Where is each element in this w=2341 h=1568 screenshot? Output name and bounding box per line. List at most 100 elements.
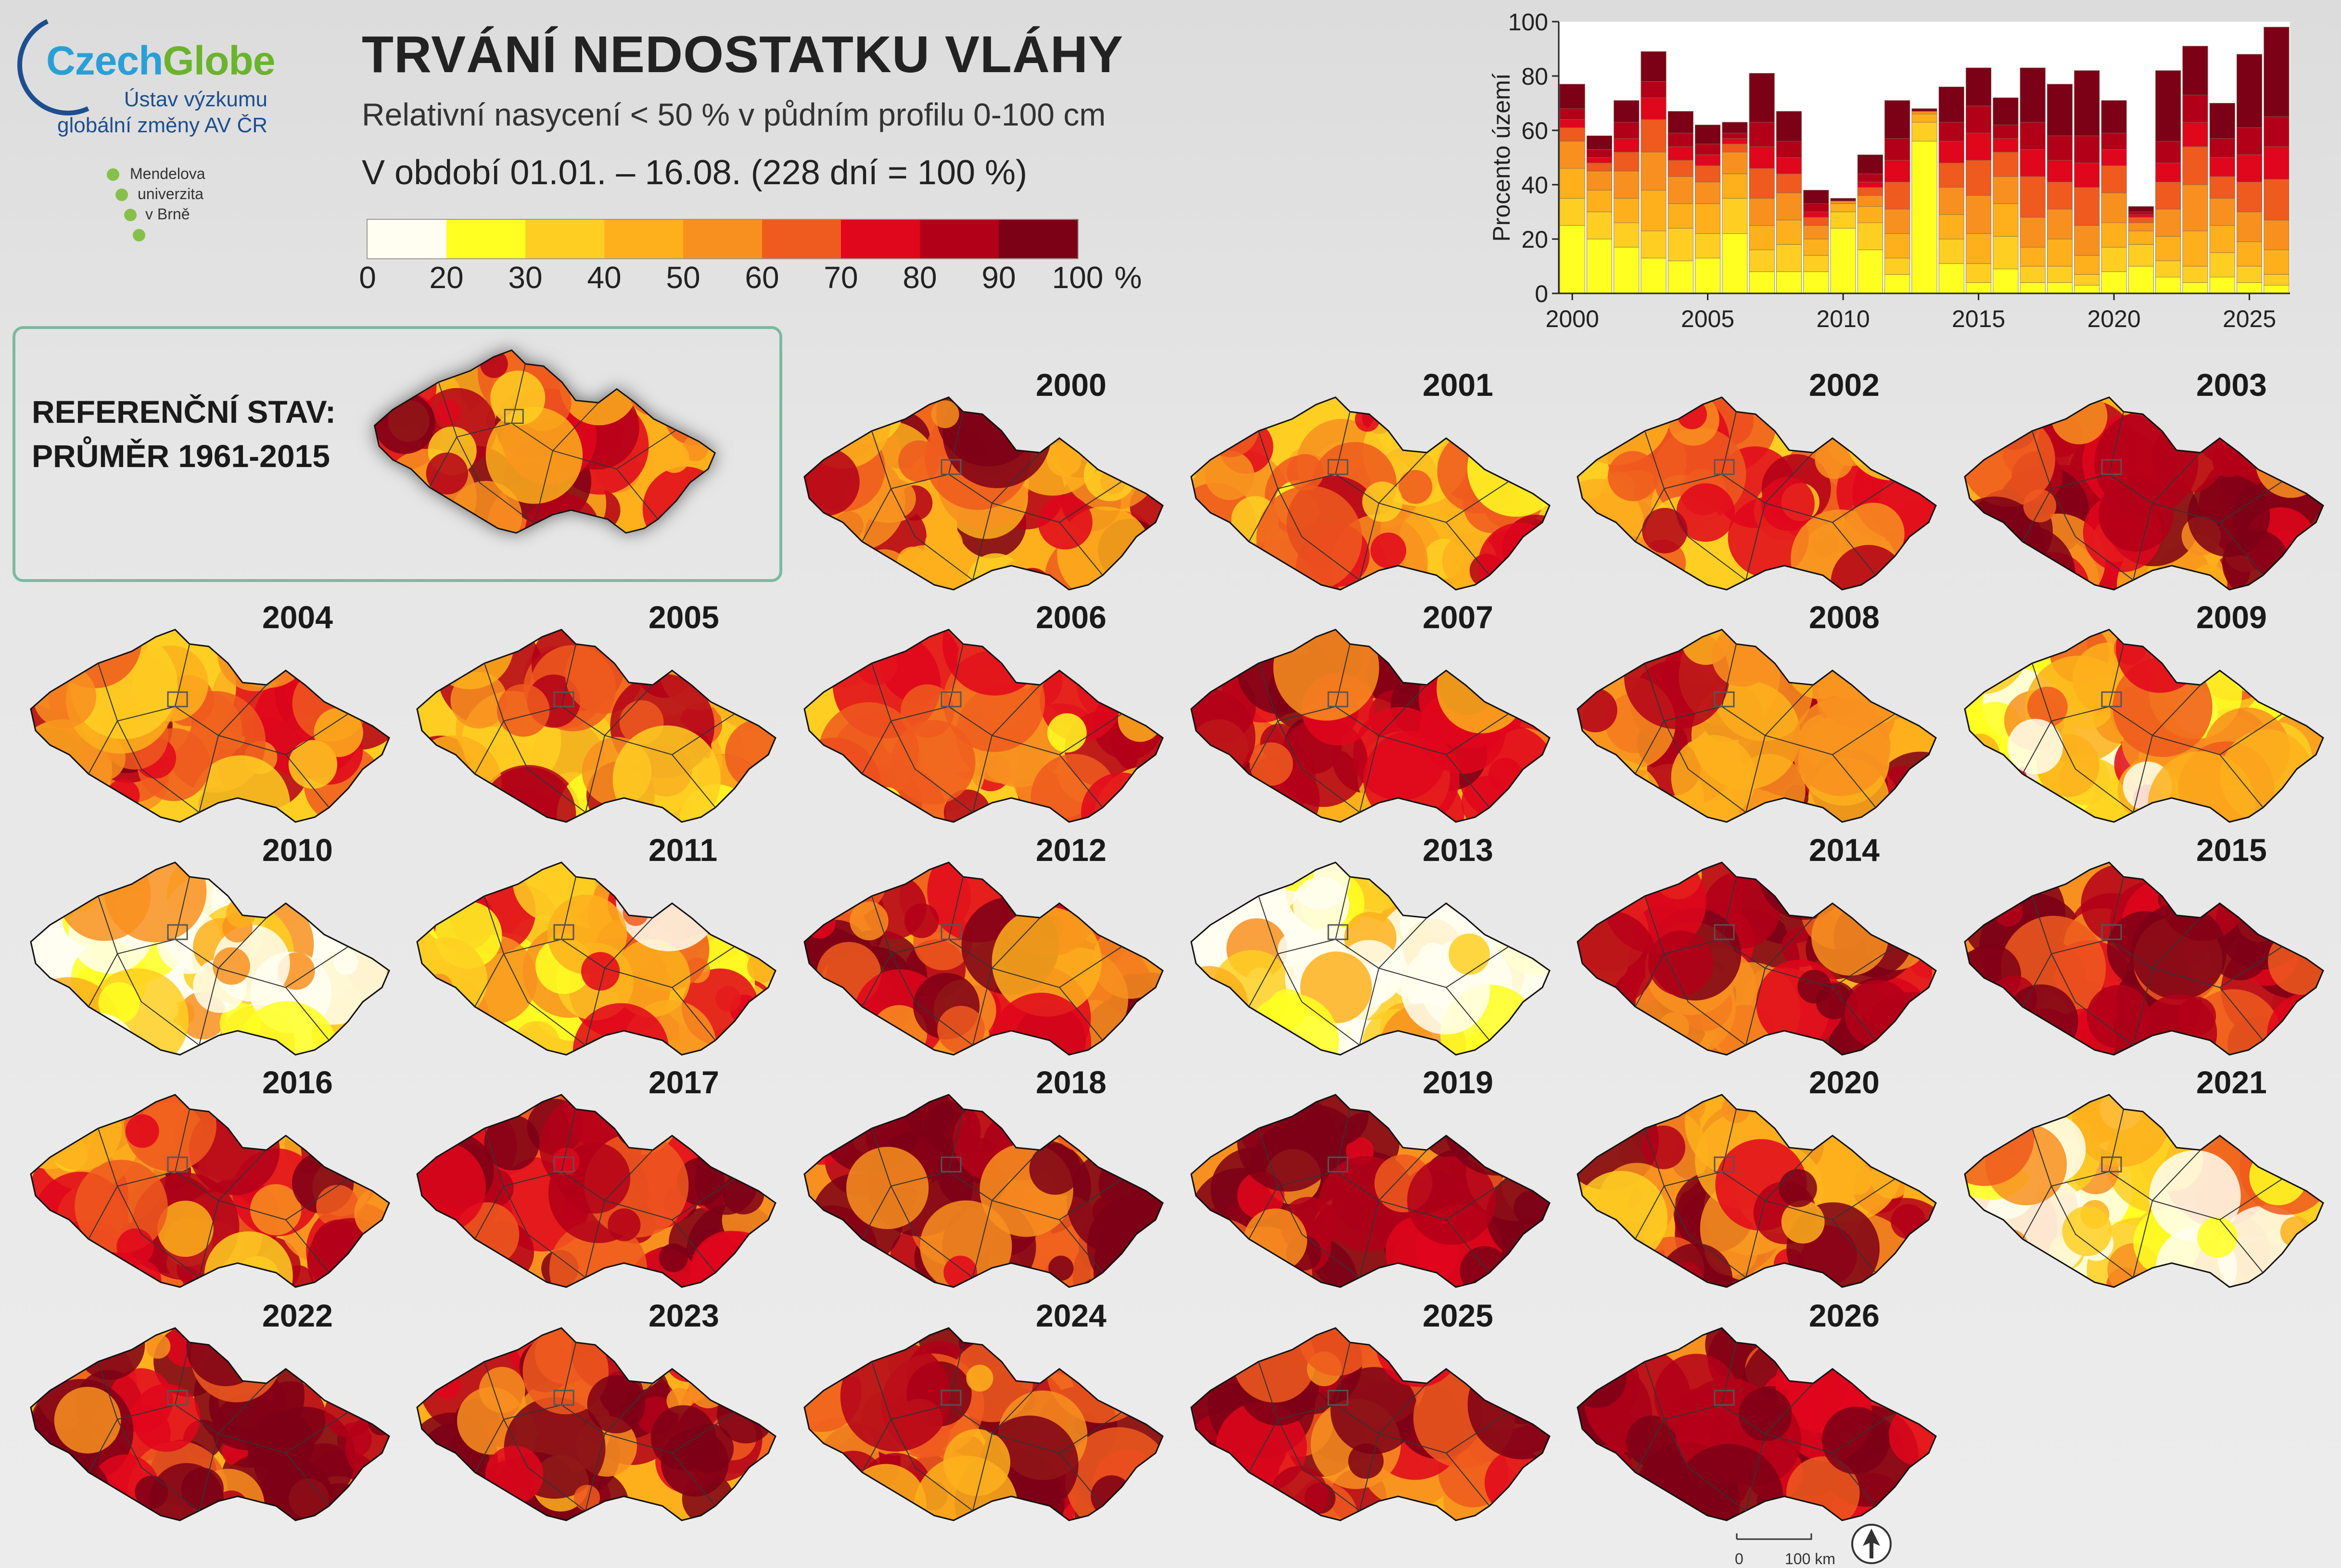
bar-segment: [2020, 217, 2046, 248]
x-tick-label: 2025: [2223, 305, 2276, 332]
bar-segment: [1830, 198, 1856, 202]
year-label: 2023: [649, 1298, 719, 1333]
bar-segment: [2264, 274, 2290, 286]
y-axis-label: Procento území: [1488, 73, 1515, 241]
bar-segment: [1722, 152, 1748, 174]
year-label: 2008: [1809, 599, 1880, 635]
year-map-2016: [30, 1094, 390, 1288]
bar-segment: [1614, 247, 1640, 294]
year-label: 2003: [2196, 367, 2267, 403]
bar-segment: [1722, 233, 1748, 294]
bar-segment: [1938, 122, 1964, 142]
bar-segment: [1614, 122, 1640, 139]
year-map-2024: [803, 1327, 1164, 1521]
reference-label: REFERENČNÍ STAV: PRŮMĚR 1961-2015: [32, 394, 336, 474]
bar-segment: [2237, 282, 2263, 294]
north-arrow-icon: [1851, 1524, 1892, 1564]
bar-segment: [1667, 228, 1693, 261]
bar-segment: [1803, 225, 1829, 240]
scale-bar: 0 100 km: [1735, 1524, 1892, 1568]
x-tick-label: 2020: [2087, 305, 2140, 332]
bar-segment: [1695, 258, 1721, 294]
bar-segment: [1776, 157, 1802, 174]
legend-swatch: [999, 220, 1078, 258]
bar-segment: [1586, 190, 1612, 212]
bar-segment: [2264, 179, 2290, 220]
stacked-bar-chart: 0 20 40 60 80 100 2000 2005 2010 2015 2020 2025 Proc…: [1488, 9, 2290, 332]
legend-swatch: [368, 220, 446, 258]
year-map-2000: [803, 396, 1164, 591]
year-map-2026: [1577, 1327, 1937, 1521]
bar-segment: [1966, 195, 1992, 234]
bar-segment: [1641, 152, 1667, 190]
bar-segment: [2074, 70, 2100, 136]
bar-segment: [1749, 146, 1775, 169]
institute-line-1: Ústav výzkumu: [124, 88, 267, 111]
year-map-2015: [1964, 861, 2324, 1056]
bar-segment: [1938, 163, 1964, 188]
bar-segment: [2128, 230, 2154, 245]
bar-segment: [2128, 214, 2154, 218]
bar-segment: [1884, 160, 1910, 182]
bar-segment: [2182, 95, 2208, 123]
year-map-2020: [1577, 1094, 1937, 1288]
bar-segment: [1749, 225, 1775, 250]
bar-segment: [1966, 105, 1992, 134]
x-tick-label: 2000: [1546, 305, 1599, 332]
legend-tick-label: 70: [824, 260, 858, 295]
year-map-2003: [1964, 396, 2324, 591]
bar-segment: [1938, 239, 1964, 264]
legend-tick-label: 90: [981, 260, 1016, 295]
y-tick-label: 60: [1521, 117, 1548, 144]
bar-segment: [1830, 212, 1856, 228]
year-label: 2004: [262, 599, 333, 635]
bar-segment: [1667, 176, 1693, 204]
bar-segment: [2047, 239, 2073, 266]
bar-segment: [2047, 181, 2073, 210]
legend-tick-label: 100: [1052, 260, 1104, 295]
bar-segment: [1857, 206, 1883, 223]
bar-segment: [2128, 212, 2154, 215]
y-tick-label: 80: [1521, 63, 1548, 90]
year-label: 2026: [1809, 1298, 1880, 1333]
year-label: 2006: [1036, 599, 1107, 635]
bar-segment: [2237, 127, 2263, 155]
bar-segment: [2128, 222, 2154, 231]
year-label: 2017: [649, 1064, 719, 1100]
bar-segment: [2128, 206, 2154, 212]
bar-segment: [2074, 163, 2100, 188]
year-map-2019: [1190, 1094, 1551, 1288]
bar-segment: [2074, 187, 2100, 226]
bar-segment: [2101, 100, 2127, 134]
bar-segment: [2101, 271, 2127, 294]
bar-segment: [1641, 230, 1667, 258]
bar-segment: [1993, 138, 2019, 152]
bar-segment: [1911, 114, 1937, 123]
bar-segment: [2209, 198, 2235, 226]
bar-segment: [1776, 173, 1802, 193]
bar-segment: [2128, 244, 2154, 266]
bar-segment: [1966, 160, 1992, 196]
bar-segment: [1641, 81, 1667, 98]
bar-segment: [1776, 141, 1802, 158]
year-map-2002: [1577, 396, 1937, 591]
bar-segment: [1938, 87, 1964, 123]
x-tick-label: 2015: [1952, 305, 2005, 332]
bar-segment: [2209, 277, 2235, 294]
bar-segment: [2074, 274, 2100, 286]
bar-segment: [1803, 203, 1829, 212]
year-label: 2013: [1423, 832, 1493, 868]
bar-segment: [1993, 125, 2019, 139]
bar-segment: [1641, 258, 1667, 294]
bar-segment: [1938, 263, 1964, 294]
legend-tick-label: 60: [745, 260, 779, 295]
bar-segment: [1966, 282, 1992, 294]
bar-segment: [1749, 168, 1775, 199]
year-label: 2007: [1423, 599, 1493, 635]
bar-segment: [2209, 225, 2235, 253]
bar-segment: [2047, 209, 2073, 240]
bar-segment: [2020, 176, 2046, 218]
bar-segment: [1695, 165, 1721, 182]
page-subtitle: Relativní nasycení < 50 % v půdním profi…: [362, 97, 1106, 132]
bar-segment: [1803, 190, 1829, 204]
